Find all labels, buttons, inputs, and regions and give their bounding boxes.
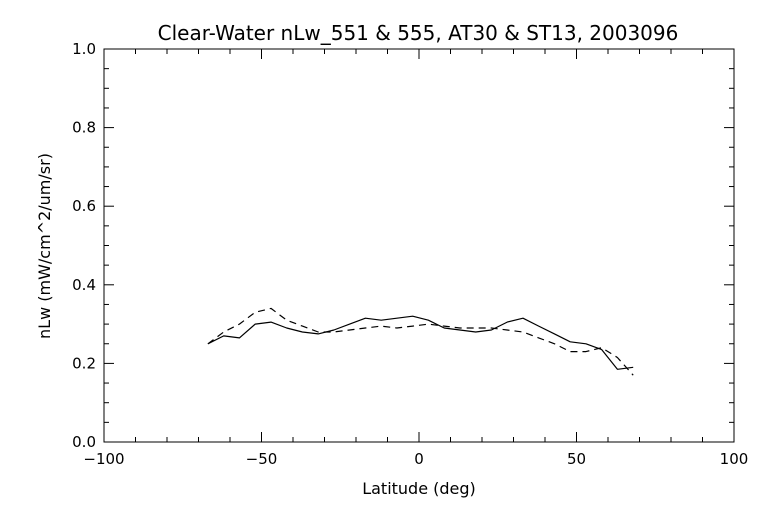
x-tick-label: −100	[83, 450, 124, 468]
y-tick-label: 0.6	[72, 197, 96, 215]
plot-frame	[103, 48, 735, 443]
x-axis-label: Latitude (deg)	[362, 479, 476, 498]
y-tick-label: 0.8	[72, 119, 96, 137]
minor-ticks	[104, 49, 734, 442]
y-tick-label: 0.4	[72, 276, 96, 294]
x-tick-labels: −100 −50 0 50 100	[83, 450, 748, 468]
y-axis-label: nLw (mW/cm^2/um/sr)	[35, 153, 54, 339]
series-layer	[207, 307, 634, 376]
y-tick-labels: 0.0 0.2 0.4 0.6 0.8 1.0	[72, 40, 96, 451]
chart-title: Clear-Water nLw_551 & 555, AT30 & ST13, …	[158, 21, 679, 45]
x-tick-label: 100	[720, 450, 749, 468]
y-tick-label: 0.0	[72, 433, 96, 451]
series-line-solid	[207, 315, 634, 370]
y-tick-label: 0.2	[72, 354, 96, 372]
x-tick-label: 0	[414, 450, 424, 468]
x-tick-label: −50	[246, 450, 278, 468]
y-tick-label: 1.0	[72, 40, 96, 58]
series-line-dashed	[207, 307, 634, 376]
major-ticks	[103, 48, 735, 443]
x-tick-label: 50	[567, 450, 586, 468]
